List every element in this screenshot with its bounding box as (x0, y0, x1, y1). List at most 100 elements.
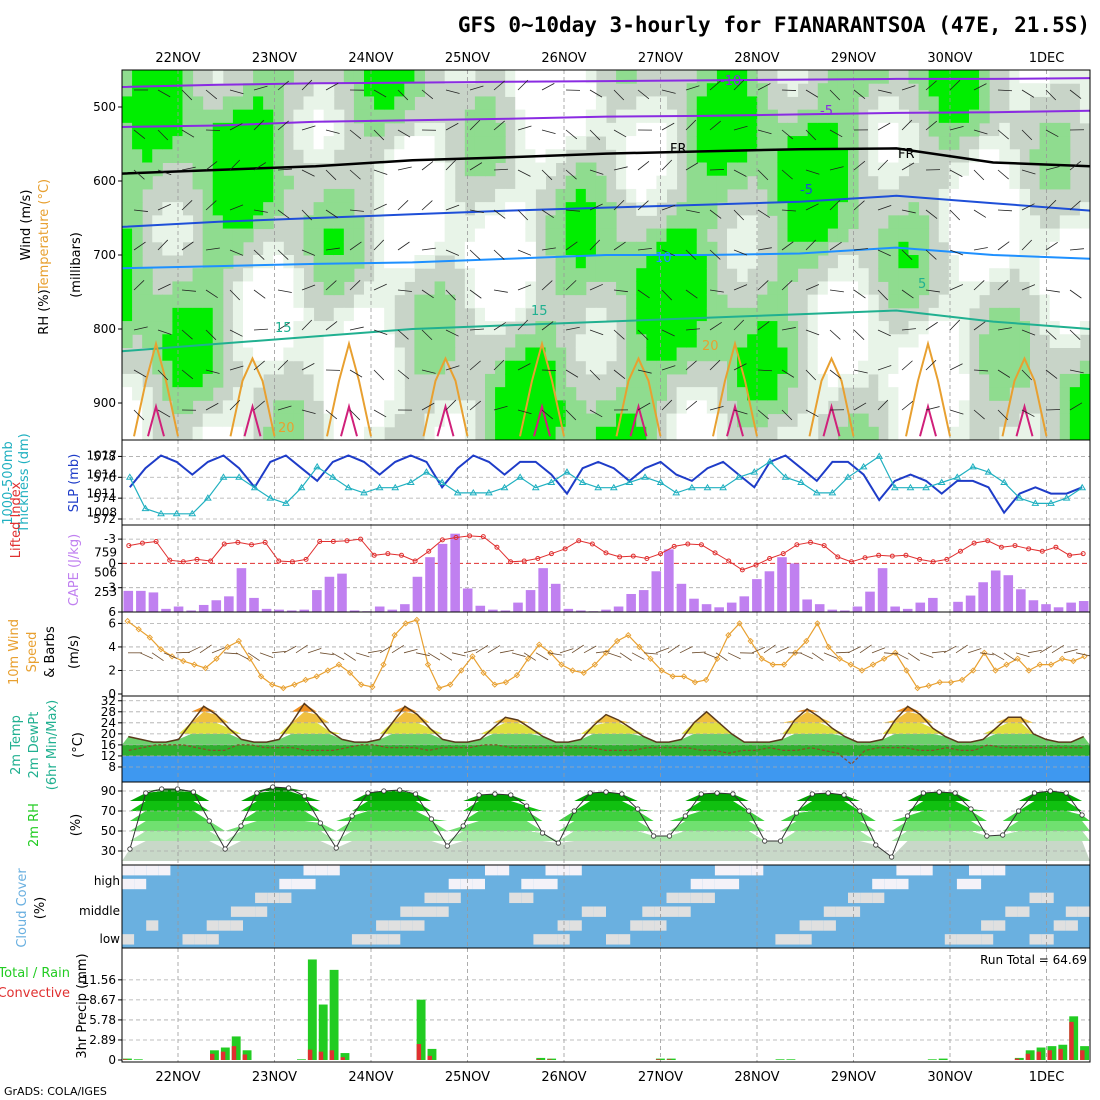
rh-cell (837, 70, 849, 84)
wind-barb (325, 169, 337, 181)
rh-cell (313, 83, 325, 97)
wind-barb (319, 652, 334, 656)
rh-cell (1039, 228, 1051, 243)
rh-cell (898, 149, 909, 163)
wind-barb (421, 369, 436, 374)
wind-barb (541, 169, 553, 181)
thickness-tick-label: 578 (93, 449, 116, 463)
rh-cell (1039, 241, 1051, 256)
rh-cell (827, 307, 839, 322)
rh-cell (595, 426, 607, 441)
rh-cell (374, 294, 385, 309)
rh-cell (384, 175, 395, 190)
wind-barb (1039, 645, 1053, 654)
wind-barb (211, 647, 226, 654)
rh-cell (616, 136, 627, 150)
precip-total-bar (340, 1053, 350, 1060)
rh-cell (162, 149, 173, 163)
date-label-bottom: 24NOV (348, 1070, 393, 1085)
rh-cell (898, 255, 909, 269)
wind-barb (535, 652, 549, 661)
rh-cell (958, 413, 970, 428)
rh-cell (303, 228, 315, 243)
rh-cell (848, 307, 859, 322)
rh-cell (938, 413, 950, 428)
wind-speed-point (324, 667, 331, 674)
rh-cell (837, 215, 849, 230)
li-point (562, 546, 568, 552)
rh-cell (595, 96, 607, 111)
rh-cell (182, 215, 194, 230)
wind-barb (271, 650, 286, 654)
rh-cell (364, 334, 375, 348)
rh-cell (908, 321, 920, 335)
rh-cell (878, 228, 889, 243)
rh-cell (434, 241, 446, 256)
wind-speed-point (536, 641, 543, 648)
rh-cell (293, 321, 304, 335)
rh-cell (868, 109, 879, 124)
rh-cell (989, 188, 1000, 203)
rh-cell (747, 215, 758, 230)
rh-cell (404, 228, 415, 243)
wind-barb (925, 321, 938, 331)
rh-cell (888, 413, 899, 428)
rh-cell (787, 255, 799, 269)
rh-cell (192, 294, 204, 309)
wind-barb (685, 360, 697, 371)
rh-cell (545, 162, 557, 177)
rh-cell (1019, 360, 1030, 375)
date-label-top: 24NOV (348, 51, 393, 66)
wind-barb (565, 280, 577, 291)
rh-cell (1059, 149, 1071, 163)
wind-barb (973, 409, 985, 420)
contour-label: 15 (275, 321, 292, 336)
rh-cell (807, 202, 819, 216)
wind-barb (967, 648, 982, 654)
rh-cell (313, 268, 325, 282)
rh-cell (757, 413, 768, 428)
rh-cell (515, 255, 526, 269)
rh-cell (353, 228, 365, 243)
wind-barb (541, 409, 554, 420)
rh-cell (253, 294, 264, 309)
cape-bar (840, 610, 850, 612)
rh-cell (182, 360, 194, 375)
rh-cell (908, 360, 920, 375)
rh-cell (464, 281, 476, 296)
wind-barb (757, 247, 772, 251)
rh-cell (293, 413, 304, 428)
rh-cell (495, 202, 506, 216)
date-label-top: 23NOV (252, 51, 297, 66)
rh-cell (747, 83, 758, 97)
rh-point (1031, 790, 1038, 796)
rh-cell (434, 334, 446, 348)
rh-cell (434, 188, 446, 203)
rh-cell (353, 241, 365, 256)
cape-bar (224, 596, 234, 612)
wind-barb (373, 409, 387, 418)
rh-cell (858, 268, 869, 282)
rh-cell (162, 321, 173, 335)
rh-cell (999, 321, 1010, 335)
cape-bar (928, 597, 938, 612)
rh-cell (898, 136, 909, 150)
rh-cell (212, 255, 224, 269)
rh-cell (696, 294, 708, 309)
rh-cell (525, 96, 536, 111)
rh-cell (333, 188, 345, 203)
rh-cell (696, 387, 708, 401)
thickness-point (203, 494, 212, 501)
isotherm-20-line (712, 339, 758, 437)
rh-cell (202, 321, 214, 335)
rh-cell (374, 175, 385, 190)
rh-cell (1039, 294, 1051, 309)
precip-total-bar (536, 1057, 546, 1060)
rh-cell (595, 215, 607, 230)
rh-cell (1039, 281, 1051, 296)
rh-cell (817, 373, 829, 388)
rh-cell (263, 149, 274, 163)
rh-tick-label: 50 (101, 824, 116, 838)
wind-barb (133, 326, 148, 331)
